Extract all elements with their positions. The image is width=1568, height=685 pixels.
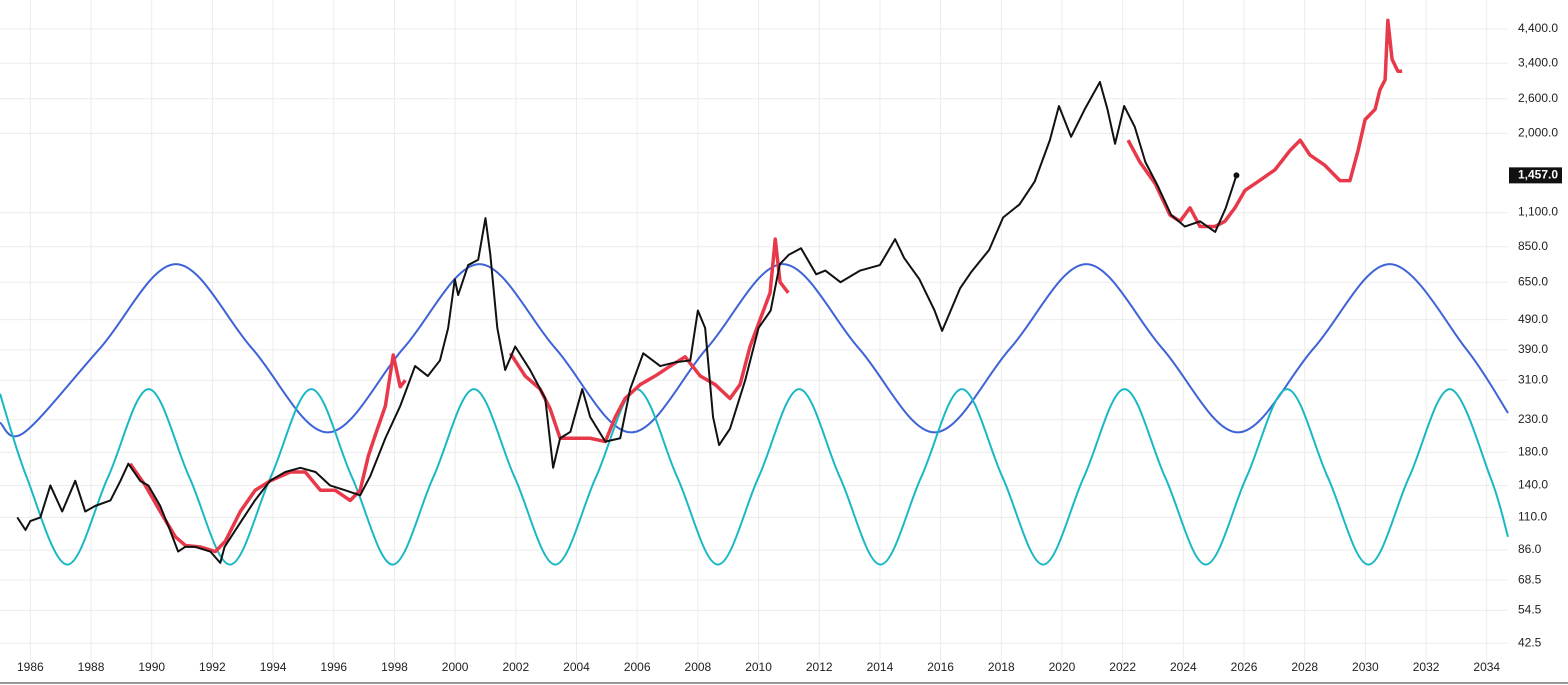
x-tick-label: 1988 <box>78 660 105 674</box>
y-tick-label: 54.5 <box>1518 603 1542 617</box>
last-price-label: 1,457.0 <box>1518 168 1558 182</box>
x-tick-label: 1992 <box>199 660 226 674</box>
x-tick-label: 2032 <box>1413 660 1440 674</box>
y-tick-label: 2,600.0 <box>1518 91 1558 105</box>
y-tick-label: 86.0 <box>1518 542 1542 556</box>
x-tick-label: 2016 <box>927 660 954 674</box>
x-tick-label: 1986 <box>17 660 44 674</box>
x-tick-label: 2010 <box>745 660 772 674</box>
x-tick-label: 2004 <box>563 660 590 674</box>
x-tick-label: 1996 <box>320 660 347 674</box>
y-tick-label: 230.0 <box>1518 412 1548 426</box>
y-tick-label: 68.5 <box>1518 572 1542 586</box>
y-tick-label: 310.0 <box>1518 372 1548 386</box>
x-tick-label: 2030 <box>1352 660 1379 674</box>
y-tick-label: 390.0 <box>1518 342 1548 356</box>
series-line <box>0 388 1509 566</box>
y-tick-label: 650.0 <box>1518 274 1548 288</box>
y-tick-label: 4,400.0 <box>1518 21 1558 35</box>
y-tick-label: 2,000.0 <box>1518 126 1558 140</box>
last-price-box <box>1509 167 1562 184</box>
y-tick-label: 42.5 <box>1518 635 1542 649</box>
x-tick-label: 2028 <box>1291 660 1318 674</box>
y-tick-label: 3,400.0 <box>1518 55 1558 69</box>
y-tick-label: 490.0 <box>1518 312 1548 326</box>
x-tick-label: 2018 <box>988 660 1015 674</box>
x-tick-label: 2012 <box>806 660 833 674</box>
y-tick-label: 140.0 <box>1518 478 1548 492</box>
plot-area <box>0 18 1509 566</box>
y-tick-label: 1,100.0 <box>1518 205 1558 219</box>
x-tick-label: 2014 <box>867 660 894 674</box>
x-tick-label: 1998 <box>381 660 408 674</box>
x-tick-label: 2006 <box>624 660 651 674</box>
last-point <box>1233 172 1240 179</box>
x-tick-label: 2034 <box>1473 660 1500 674</box>
x-tick-label: 2002 <box>502 660 529 674</box>
x-tick-label: 2024 <box>1170 660 1197 674</box>
x-tick-label: 2026 <box>1231 660 1258 674</box>
y-tick-label: 110.0 <box>1518 510 1547 524</box>
x-tick-label: 2020 <box>1049 660 1076 674</box>
y-tick-label: 180.0 <box>1518 444 1548 458</box>
series-line <box>0 263 1509 438</box>
y-tick-label: 850.0 <box>1518 239 1548 253</box>
x-tick-label: 1990 <box>138 660 165 674</box>
x-tick-label: 1994 <box>260 660 287 674</box>
x-tick-label: 2008 <box>685 660 712 674</box>
x-tick-label: 2000 <box>442 660 469 674</box>
axes: 1986 1988 1990 1992 1994 1996 1998 2000 2002 2004… <box>0 21 1568 684</box>
series-line <box>16 80 1238 564</box>
x-tick-label: 2022 <box>1109 660 1136 674</box>
series-line <box>128 18 1403 554</box>
